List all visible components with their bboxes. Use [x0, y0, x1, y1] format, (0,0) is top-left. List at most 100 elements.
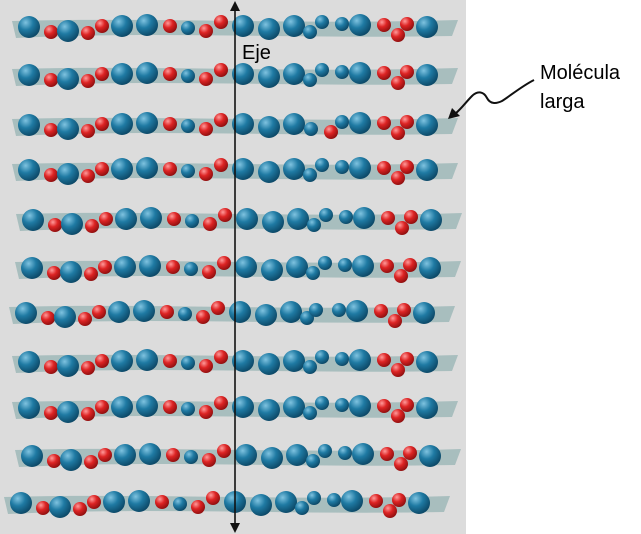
- red-atom: [199, 122, 213, 136]
- red-atom: [163, 67, 177, 81]
- blue-atom: [295, 501, 309, 515]
- red-atom: [199, 72, 213, 86]
- blue-atom: [57, 163, 79, 185]
- red-atom: [199, 405, 213, 419]
- red-atom: [400, 115, 414, 129]
- red-atom: [95, 117, 109, 131]
- blue-atom: [349, 349, 371, 371]
- blue-atom: [420, 209, 442, 231]
- blue-atom: [136, 349, 158, 371]
- blue-atom: [61, 213, 83, 235]
- red-atom: [388, 314, 402, 328]
- blue-atom: [18, 159, 40, 181]
- blue-atom: [413, 302, 435, 324]
- red-atom: [211, 301, 225, 315]
- red-atom: [202, 265, 216, 279]
- blue-atom: [286, 256, 308, 278]
- blue-atom: [283, 396, 305, 418]
- red-atom: [400, 352, 414, 366]
- molecule-label-line1: Molécula: [540, 62, 621, 84]
- red-atom: [400, 160, 414, 174]
- blue-atom: [10, 492, 32, 514]
- blue-atom: [338, 446, 352, 460]
- blue-atom: [332, 303, 346, 317]
- red-atom: [81, 169, 95, 183]
- red-atom: [44, 168, 58, 182]
- red-atom: [81, 124, 95, 138]
- red-atom: [380, 447, 394, 461]
- red-atom: [95, 67, 109, 81]
- blue-atom: [353, 207, 375, 229]
- blue-atom: [416, 159, 438, 181]
- red-atom: [160, 305, 174, 319]
- red-atom: [99, 212, 113, 226]
- red-atom: [394, 457, 408, 471]
- blue-atom: [18, 351, 40, 373]
- molecule-rows: [4, 14, 462, 518]
- red-atom: [166, 260, 180, 274]
- blue-atom: [133, 300, 155, 322]
- blue-atom: [184, 262, 198, 276]
- blue-atom: [21, 445, 43, 467]
- red-atom: [84, 455, 98, 469]
- blue-atom: [349, 157, 371, 179]
- blue-atom: [181, 69, 195, 83]
- blue-atom: [352, 255, 374, 277]
- blue-atom: [140, 207, 162, 229]
- blue-atom: [349, 112, 371, 134]
- red-atom: [214, 396, 228, 410]
- blue-atom: [286, 444, 308, 466]
- red-atom: [47, 454, 61, 468]
- red-atom: [218, 208, 232, 222]
- blue-atom: [280, 301, 302, 323]
- long-molecule: [15, 255, 461, 283]
- blue-atom: [318, 256, 332, 270]
- blue-atom: [303, 360, 317, 374]
- callout-pointer: [454, 79, 535, 115]
- long-molecule: [9, 300, 455, 328]
- blue-atom: [335, 65, 349, 79]
- blue-atom: [283, 350, 305, 372]
- blue-atom: [352, 443, 374, 465]
- blue-atom: [18, 16, 40, 38]
- blue-atom: [349, 395, 371, 417]
- blue-atom: [235, 256, 257, 278]
- blue-atom: [258, 18, 280, 40]
- blue-atom: [60, 261, 82, 283]
- blue-atom: [303, 406, 317, 420]
- red-atom: [167, 212, 181, 226]
- blue-atom: [136, 112, 158, 134]
- blue-atom: [261, 447, 283, 469]
- blue-atom: [111, 396, 133, 418]
- blue-atom: [114, 256, 136, 278]
- red-atom: [44, 360, 58, 374]
- blue-atom: [419, 257, 441, 279]
- red-atom: [44, 406, 58, 420]
- red-atom: [395, 221, 409, 235]
- blue-atom: [49, 496, 71, 518]
- red-atom: [44, 123, 58, 137]
- red-atom: [214, 63, 228, 77]
- blue-atom: [283, 158, 305, 180]
- blue-atom: [258, 66, 280, 88]
- red-atom: [36, 501, 50, 515]
- blue-atom: [315, 15, 329, 29]
- blue-atom: [416, 16, 438, 38]
- blue-atom: [416, 351, 438, 373]
- blue-atom: [341, 490, 363, 512]
- blue-atom: [318, 444, 332, 458]
- red-atom: [381, 211, 395, 225]
- blue-atom: [339, 210, 353, 224]
- blue-atom: [57, 118, 79, 140]
- red-atom: [92, 305, 106, 319]
- blue-atom: [111, 113, 133, 135]
- blue-atom: [319, 208, 333, 222]
- blue-atom: [111, 350, 133, 372]
- red-atom: [377, 399, 391, 413]
- blue-atom: [346, 300, 368, 322]
- red-atom: [166, 448, 180, 462]
- red-atom: [403, 258, 417, 272]
- blue-atom: [136, 157, 158, 179]
- red-atom: [163, 400, 177, 414]
- red-atom: [377, 18, 391, 32]
